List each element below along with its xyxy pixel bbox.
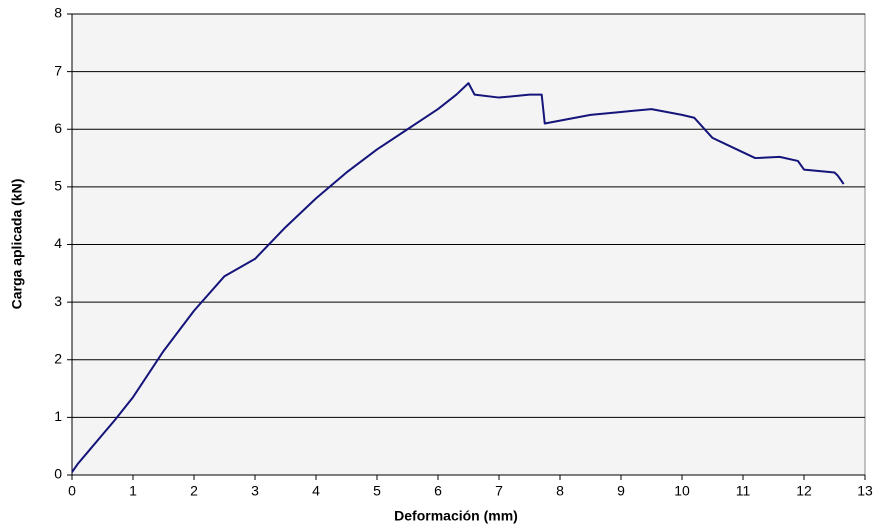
x-tick-label: 0 bbox=[68, 483, 76, 499]
y-tick-label: 5 bbox=[54, 178, 62, 194]
data-line bbox=[71, 82, 845, 473]
x-tick-label: 8 bbox=[556, 483, 564, 499]
x-tick-label: 3 bbox=[251, 483, 259, 499]
x-tick-label: 6 bbox=[434, 483, 442, 499]
x-tick-label: 5 bbox=[373, 483, 381, 499]
x-tick-label: 12 bbox=[796, 483, 812, 499]
y-tick-label: 0 bbox=[54, 466, 62, 482]
y-tick-label: 3 bbox=[54, 293, 62, 309]
x-tick-label: 11 bbox=[736, 483, 751, 499]
y-tick-label: 6 bbox=[54, 120, 62, 136]
x-tick-label: 2 bbox=[190, 483, 198, 499]
x-tick-label: 4 bbox=[312, 483, 320, 499]
y-tick-label: 4 bbox=[54, 235, 62, 251]
x-tick-label: 9 bbox=[617, 483, 625, 499]
y-axis-label: Carga aplicada (kN) bbox=[9, 179, 25, 310]
x-tick-label: 10 bbox=[674, 483, 690, 499]
x-tick-label: 1 bbox=[129, 483, 137, 499]
x-tick-label: 13 bbox=[857, 483, 873, 499]
y-tick-label: 7 bbox=[54, 62, 62, 78]
y-tick-label: 2 bbox=[54, 350, 62, 366]
x-axis-label: Deformación (mm) bbox=[394, 508, 518, 524]
x-tick-label: 7 bbox=[495, 483, 503, 499]
y-tick-label: 8 bbox=[54, 5, 62, 21]
y-tick-label: 1 bbox=[54, 408, 62, 424]
